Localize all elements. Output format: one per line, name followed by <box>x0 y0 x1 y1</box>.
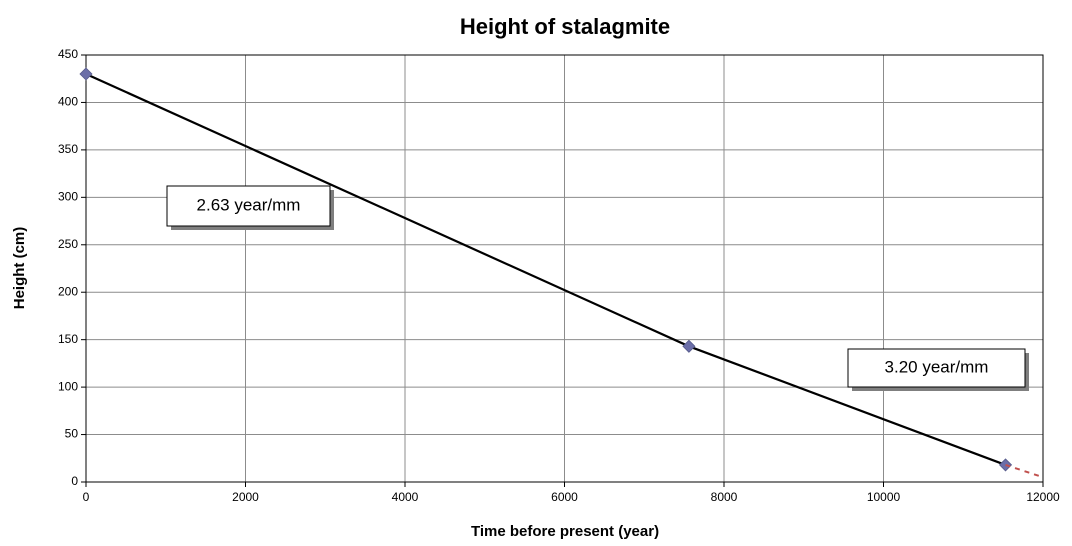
x-tick-label: 0 <box>83 490 90 504</box>
y-tick-label: 0 <box>71 474 78 488</box>
x-tick-label: 2000 <box>232 490 259 504</box>
y-tick-label: 250 <box>58 237 78 251</box>
y-tick-label: 350 <box>58 142 78 156</box>
annotation: 2.63 year/mm <box>197 195 301 214</box>
y-tick-label: 400 <box>58 95 78 109</box>
y-tick-label: 100 <box>58 379 78 393</box>
x-tick-label: 10000 <box>867 490 901 504</box>
x-tick-label: 4000 <box>392 490 419 504</box>
y-tick-label: 300 <box>58 190 78 204</box>
series-line <box>85 72 1006 466</box>
x-tick-label: 12000 <box>1026 490 1060 504</box>
y-tick-label: 50 <box>65 427 79 441</box>
data-point <box>682 339 696 353</box>
series-line <box>1005 463 1044 479</box>
y-tick-label: 150 <box>58 332 78 346</box>
annotation: 3.20 year/mm <box>885 357 989 376</box>
y-tick-label: 450 <box>58 47 78 61</box>
x-tick-label: 8000 <box>711 490 738 504</box>
plot-border <box>85 54 1044 483</box>
y-tick-label: 200 <box>58 284 78 298</box>
annotation-box <box>166 185 331 227</box>
chart-title: Height of stalagmite <box>460 14 670 39</box>
y-axis-label: Height (cm) <box>11 227 28 310</box>
data-point <box>79 67 93 81</box>
annotation-box <box>847 348 1026 388</box>
x-axis-label: Time before present (year) <box>471 523 659 540</box>
x-tick-label: 6000 <box>551 490 578 504</box>
